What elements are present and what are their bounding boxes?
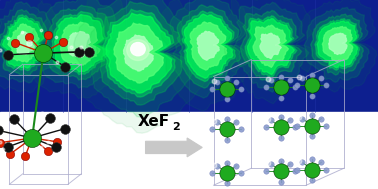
- Polygon shape: [74, 0, 206, 133]
- FancyArrow shape: [146, 138, 202, 157]
- Polygon shape: [106, 13, 172, 93]
- Polygon shape: [317, 21, 358, 68]
- Bar: [0, 112, 378, 189]
- Polygon shape: [311, 14, 363, 75]
- Polygon shape: [47, 5, 115, 80]
- Polygon shape: [177, 5, 240, 88]
- Polygon shape: [39, 0, 123, 88]
- Polygon shape: [96, 1, 182, 105]
- Text: XeF: XeF: [138, 114, 170, 129]
- Polygon shape: [161, 0, 258, 111]
- Polygon shape: [245, 16, 297, 77]
- Polygon shape: [87, 0, 192, 117]
- Polygon shape: [225, 0, 318, 104]
- Polygon shape: [170, 0, 248, 98]
- Polygon shape: [241, 10, 302, 83]
- Polygon shape: [304, 7, 369, 82]
- Polygon shape: [253, 25, 288, 67]
- Polygon shape: [124, 35, 153, 71]
- Polygon shape: [103, 9, 175, 97]
- Bar: [0, 0, 378, 112]
- Polygon shape: [0, 2, 59, 83]
- Polygon shape: [0, 15, 48, 70]
- Polygon shape: [296, 0, 377, 92]
- Polygon shape: [0, 10, 52, 75]
- Polygon shape: [197, 31, 219, 60]
- Polygon shape: [68, 32, 92, 57]
- Polygon shape: [315, 19, 359, 70]
- Ellipse shape: [131, 43, 145, 56]
- Ellipse shape: [127, 40, 149, 60]
- Polygon shape: [0, 0, 67, 93]
- Polygon shape: [52, 11, 109, 75]
- Polygon shape: [114, 23, 163, 83]
- Polygon shape: [29, 0, 134, 99]
- Polygon shape: [248, 19, 294, 75]
- Polygon shape: [3, 17, 46, 68]
- Polygon shape: [182, 11, 235, 81]
- Polygon shape: [54, 15, 107, 72]
- Polygon shape: [190, 22, 227, 70]
- Polygon shape: [322, 26, 353, 62]
- Polygon shape: [8, 24, 40, 62]
- Text: 2: 2: [172, 122, 180, 132]
- Polygon shape: [15, 32, 34, 55]
- Polygon shape: [184, 14, 233, 78]
- Polygon shape: [234, 2, 309, 92]
- Polygon shape: [60, 22, 100, 65]
- Polygon shape: [260, 33, 281, 59]
- Polygon shape: [329, 33, 347, 54]
